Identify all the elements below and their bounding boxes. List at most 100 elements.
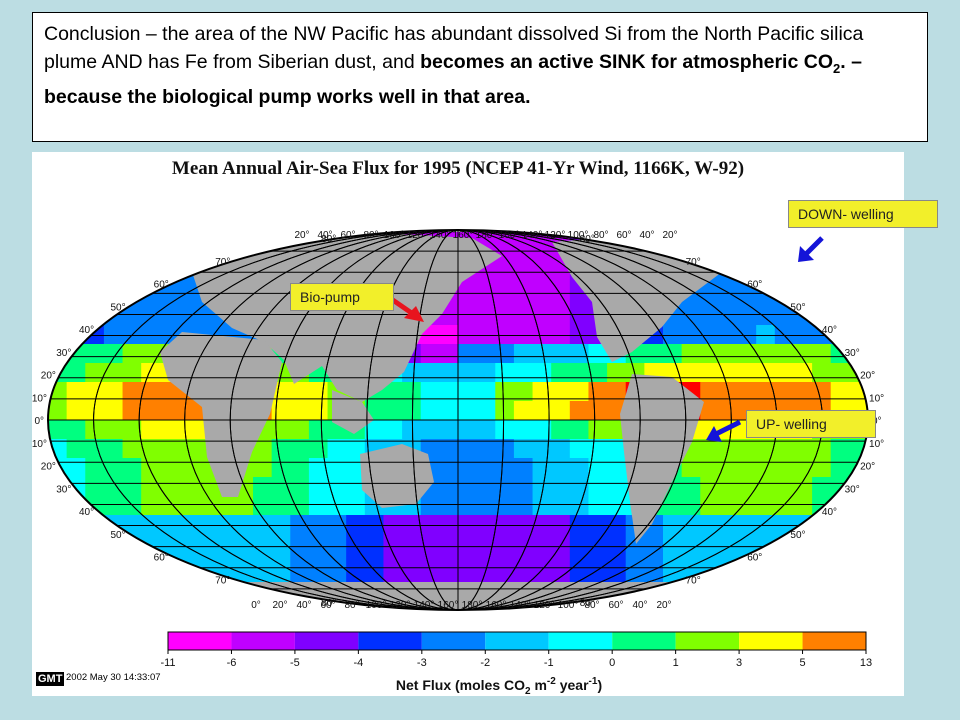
flux-cell (774, 458, 794, 478)
flux-cell (234, 230, 254, 250)
flux-cell (48, 230, 68, 250)
flux-cell (718, 363, 739, 383)
flux-cell (402, 534, 422, 554)
flux-cell (178, 458, 198, 478)
flux-cell (103, 363, 124, 383)
flux-cell (290, 534, 310, 554)
flux-cell (458, 401, 478, 421)
co2-subscript: 2 (833, 60, 841, 76)
flux-cell (756, 515, 776, 535)
flux-cell (141, 325, 161, 345)
flux-cell (700, 496, 720, 516)
flux-cell (681, 477, 701, 497)
lat-tick-label: 70° (686, 575, 701, 586)
gmt-logo: GMT (36, 672, 65, 686)
lat-tick-label: 60° (747, 280, 762, 291)
flux-cell (774, 591, 794, 610)
flux-cell (495, 553, 515, 573)
flux-cell (569, 458, 589, 478)
flux-cell (718, 306, 739, 326)
flux-cell (849, 553, 868, 573)
flux-cell (849, 572, 868, 592)
flux-cell (513, 534, 534, 554)
flux-cell (253, 439, 273, 459)
flux-cell (458, 306, 478, 326)
flux-cell (588, 401, 608, 421)
colorbar-tick-label: 1 (673, 657, 679, 669)
flux-cell (327, 439, 347, 459)
flux-cell (793, 230, 813, 250)
lat-tick-label: 60° (747, 553, 762, 564)
flux-cell (569, 496, 589, 516)
flux-cell (756, 572, 776, 592)
flux-cell (532, 496, 552, 516)
latitude-labels-left: 80°70°60°50°40°30°20°10°0°10°20°30°40°50… (32, 234, 336, 609)
flux-cell (215, 591, 235, 610)
flux-cell (756, 591, 776, 610)
lat-tick-label: 20° (860, 371, 875, 382)
flux-cell (663, 553, 683, 573)
flux-cell (718, 344, 739, 364)
lon-tick-label: 0° (251, 600, 261, 611)
lon-tick-label: 20° (656, 600, 671, 611)
lat-tick-label: 40° (822, 507, 837, 518)
flux-cell (290, 439, 310, 459)
flux-cell (551, 363, 571, 383)
flux-cell (830, 439, 850, 459)
flux-cell (48, 306, 68, 326)
flux-cell (66, 534, 86, 554)
lon-tick-label: 160° (499, 230, 520, 241)
flux-cell (793, 325, 813, 345)
flux-cell (793, 268, 813, 288)
flux-cell (439, 363, 459, 383)
flux-cell (85, 382, 105, 402)
flux-cell (458, 287, 478, 307)
flux-cell (141, 401, 161, 421)
flux-cell (122, 306, 142, 326)
flux-cell (141, 382, 161, 402)
flux-cell (663, 325, 683, 345)
colorbar-segment (358, 632, 422, 650)
flux-cell (66, 287, 86, 307)
flux-cell (85, 344, 105, 364)
flux-cell (830, 553, 850, 573)
flux-cell (681, 496, 701, 516)
flux-cell (85, 230, 105, 250)
flux-cell (420, 496, 440, 516)
lat-tick-label: 40° (822, 325, 837, 336)
flux-cell (718, 515, 739, 535)
flux-cell (66, 382, 86, 402)
flux-cell (495, 515, 515, 535)
flux-cell (103, 496, 124, 516)
flux-cell (215, 515, 235, 535)
colorbar-outline (167, 631, 867, 651)
land-greenland (722, 236, 784, 264)
colorbar-tick-label: -4 (353, 657, 363, 669)
flux-cell (495, 477, 515, 497)
lon-tick-label: 40° (639, 230, 654, 241)
flux-cell (588, 458, 608, 478)
flux-cell (159, 420, 179, 440)
lon-tick-label: 160° (453, 230, 474, 241)
flux-cell (737, 249, 757, 269)
flux-cell (103, 553, 124, 573)
flux-cell (290, 458, 310, 478)
flux-cell (476, 306, 496, 326)
flux-cell (346, 515, 366, 535)
flux-cell (849, 591, 868, 610)
flux-cell (159, 496, 179, 516)
flux-cell (569, 363, 589, 383)
flux-cell (513, 306, 534, 326)
flux-cell (718, 534, 739, 554)
land-eurasia (182, 232, 502, 402)
flux-cell (85, 268, 105, 288)
flux-cell (271, 439, 291, 459)
flux-cell (700, 534, 720, 554)
lat-tick-label: 10° (32, 393, 47, 404)
flux-cell (774, 515, 794, 535)
lat-tick-label: 50° (790, 530, 805, 541)
colorbar-segment (548, 632, 613, 650)
flux-cell (141, 496, 161, 516)
flux-cell (290, 401, 310, 421)
lat-tick-label: 80° (321, 234, 336, 245)
